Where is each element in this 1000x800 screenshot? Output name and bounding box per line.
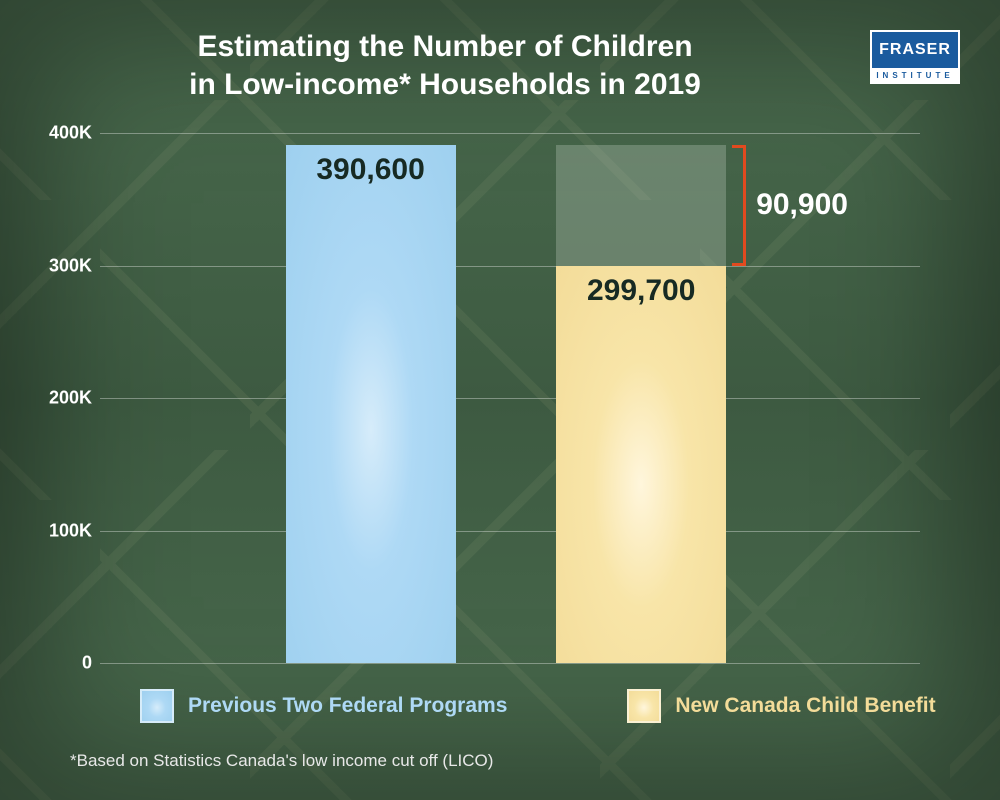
bar-previous	[286, 145, 456, 663]
legend-label-ccb: New Canada Child Benefit	[675, 694, 935, 718]
chart-area: 0100K200K300K400K 390,600299,70090,900	[100, 133, 920, 663]
y-tick-label: 400K	[49, 123, 92, 144]
bar-ccb	[556, 266, 726, 663]
legend-item-previous: Previous Two Federal Programs	[140, 689, 507, 723]
swatch-blue	[140, 689, 174, 723]
plot-area: 390,600 299,700 90,900	[100, 133, 920, 663]
fraser-logo: FRASER INSTITUTE	[870, 30, 960, 84]
chart-title: Estimating the Number of Children in Low…	[40, 28, 850, 103]
title-line-2: in Low-income* Households in 2019	[189, 68, 701, 101]
value-label-ccb: 299,700	[541, 274, 741, 308]
header-row: Estimating the Number of Children in Low…	[40, 28, 960, 103]
y-axis: 0100K200K300K400K	[40, 133, 100, 663]
legend-label-previous: Previous Two Federal Programs	[188, 694, 507, 718]
legend: Previous Two Federal Programs New Canada…	[140, 689, 960, 723]
main-container: Estimating the Number of Children in Low…	[0, 0, 1000, 800]
logo-brand: FRASER	[872, 32, 958, 68]
y-tick-label: 300K	[49, 255, 92, 276]
bar-ghost-difference	[556, 145, 726, 265]
value-label-previous: 390,600	[271, 153, 471, 187]
difference-label: 90,900	[756, 188, 848, 222]
difference-bracket	[732, 145, 746, 265]
y-tick-label: 200K	[49, 388, 92, 409]
y-tick-label: 0	[82, 653, 92, 674]
legend-item-ccb: New Canada Child Benefit	[627, 689, 935, 723]
footnote: *Based on Statistics Canada's low income…	[70, 751, 960, 771]
swatch-yellow	[627, 689, 661, 723]
gridline	[100, 663, 920, 664]
logo-sub: INSTITUTE	[872, 68, 958, 82]
title-line-1: Estimating the Number of Children	[197, 30, 692, 63]
y-tick-label: 100K	[49, 520, 92, 541]
